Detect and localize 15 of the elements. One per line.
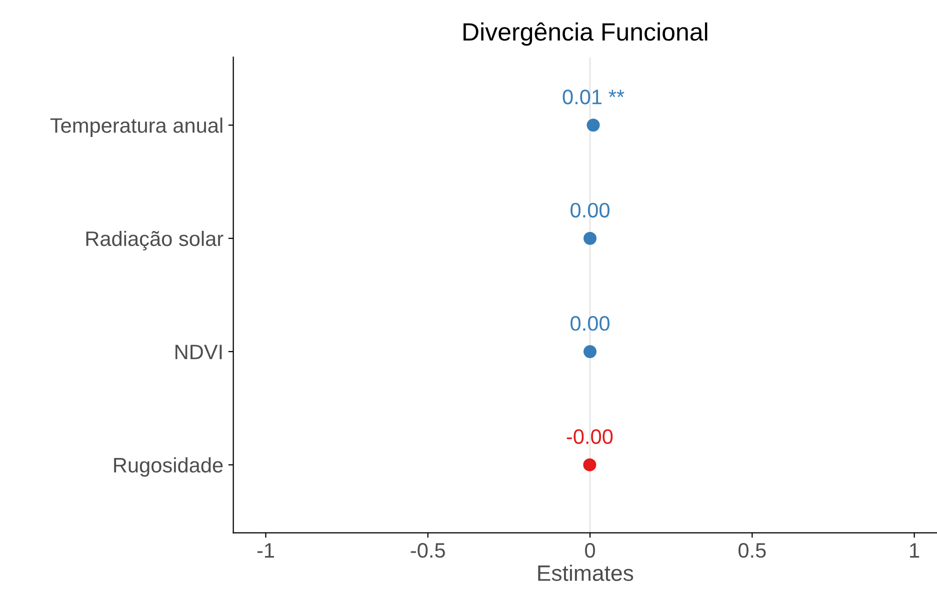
y-tick-label: Temperatura anual — [50, 118, 222, 137]
x-axis-title: Estimates — [538, 564, 634, 582]
data-label: 0.00 — [570, 316, 610, 331]
chart-title: Divergência Funcional — [464, 22, 708, 46]
y-tick-label: Rugosidade — [114, 457, 223, 477]
data-label: 0.01 ** — [562, 90, 624, 104]
x-tick-label: -0.5 — [410, 543, 445, 558]
x-tick-label: 0 — [585, 543, 595, 558]
x-tick-label: 1 — [910, 543, 920, 558]
y-tick-label: Radiação solar — [86, 230, 224, 250]
x-tick-label: -1 — [257, 543, 274, 558]
x-tick-label: 0.5 — [738, 543, 766, 558]
y-tick-label: NDVI — [176, 344, 222, 360]
data-label: 0.00 — [570, 202, 610, 218]
data-label: -0.00 — [566, 429, 613, 444]
